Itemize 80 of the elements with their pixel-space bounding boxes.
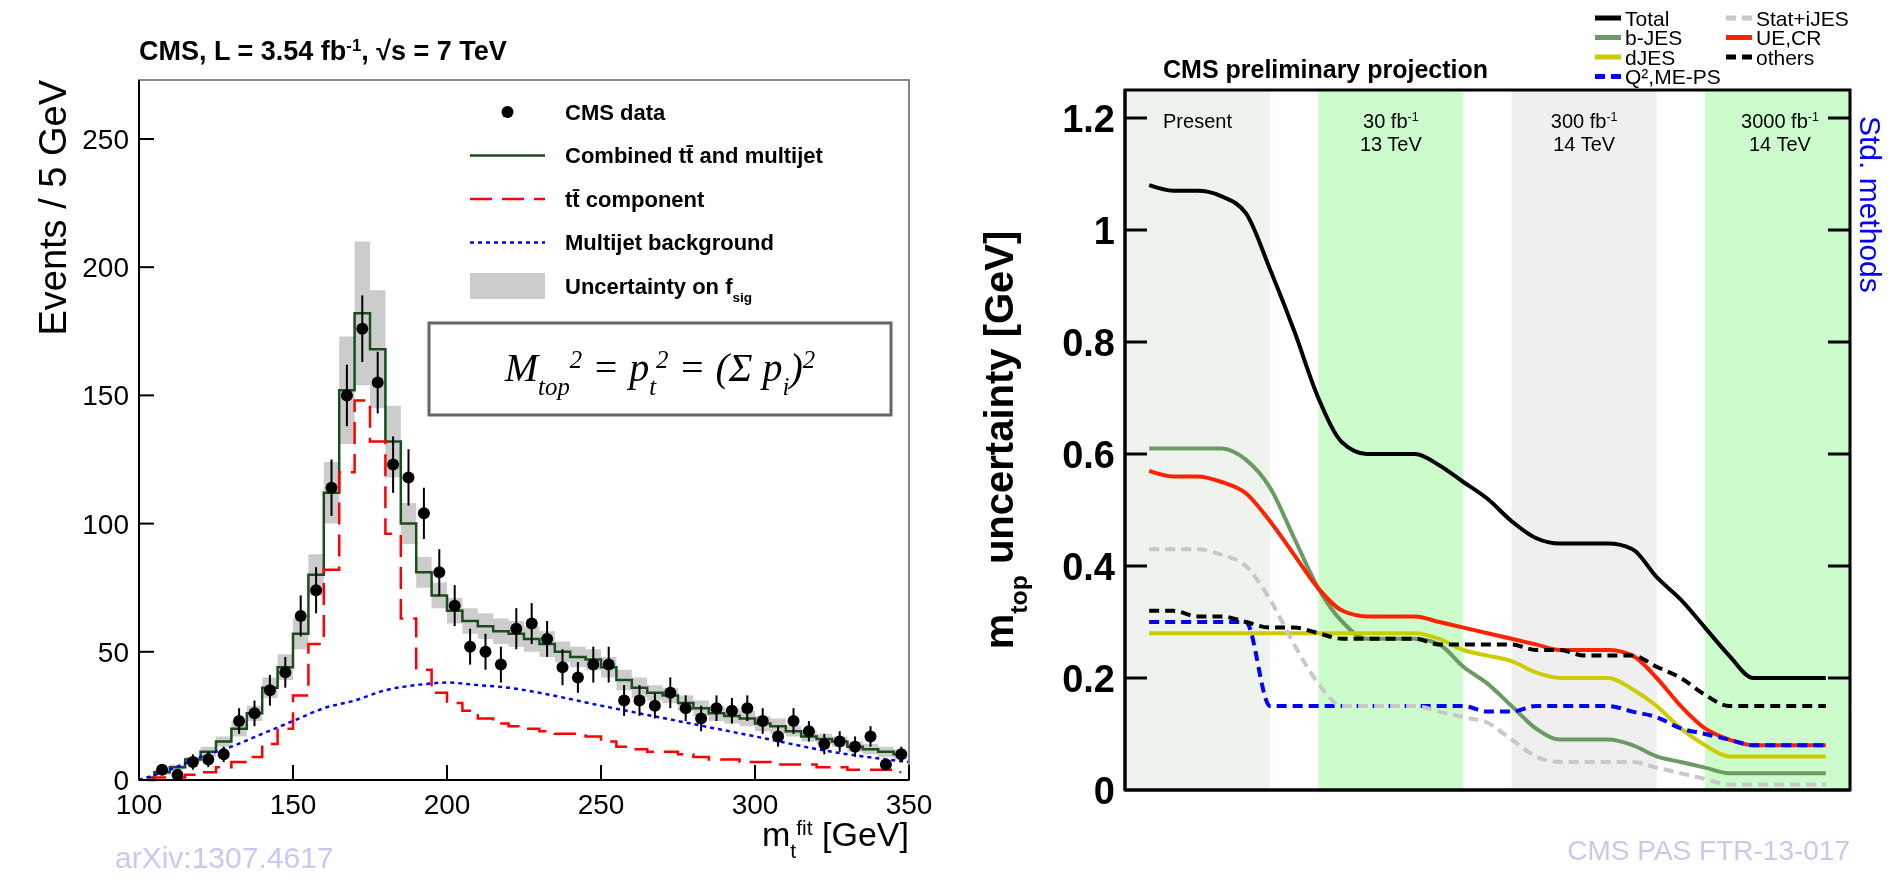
point bbox=[510, 622, 523, 635]
y-tick-label: 1.2 bbox=[1062, 97, 1115, 140]
point bbox=[202, 753, 215, 766]
point bbox=[233, 715, 246, 728]
point bbox=[156, 763, 169, 776]
legend-label: Combined tt̄ and multijet bbox=[565, 143, 824, 169]
point bbox=[356, 322, 369, 335]
point bbox=[248, 707, 261, 720]
y-tick-label: 50 bbox=[97, 636, 129, 668]
point bbox=[633, 694, 646, 707]
annotation: 300 fb$^{-1}$ 14 TeV bbox=[1550, 110, 1618, 155]
point bbox=[387, 458, 400, 471]
legend-label: Multijet background bbox=[565, 230, 774, 256]
point bbox=[833, 735, 846, 748]
point bbox=[648, 699, 661, 712]
point bbox=[186, 756, 199, 769]
legend-label: CMS data bbox=[565, 99, 666, 125]
point bbox=[725, 704, 738, 717]
point bbox=[279, 666, 292, 679]
text: M$_{top}$$^{2}$ = p$_{t}$$^{2}$ = (Σ p$_{i}$)$^{2}$ bbox=[504, 345, 816, 400]
x-tick-label: 250 bbox=[577, 789, 625, 820]
point bbox=[525, 617, 538, 630]
x-tick-label: 200 bbox=[423, 789, 471, 820]
point bbox=[402, 471, 415, 484]
y-tick-label: 0.4 bbox=[1062, 545, 1115, 588]
point bbox=[618, 694, 631, 707]
annotation: 3000 fb$^{-1}$ 14 TeV bbox=[1741, 110, 1819, 155]
point bbox=[802, 725, 815, 738]
y-tick-label: 0.2 bbox=[1062, 657, 1115, 700]
point bbox=[371, 376, 384, 389]
y-tick-label: 0.8 bbox=[1062, 321, 1115, 364]
point bbox=[340, 389, 353, 402]
y-tick-label: 150 bbox=[82, 380, 129, 412]
point bbox=[772, 730, 785, 743]
point bbox=[756, 715, 769, 728]
y-tick-label: 0.6 bbox=[1062, 433, 1115, 476]
point bbox=[864, 730, 877, 743]
line-series bbox=[1147, 608, 1828, 708]
text: Std. methods bbox=[1854, 116, 1887, 293]
point bbox=[787, 715, 800, 728]
y-tick-label: 250 bbox=[82, 124, 129, 156]
point bbox=[895, 748, 908, 761]
point bbox=[448, 599, 461, 612]
line-series bbox=[1147, 631, 1828, 759]
point bbox=[710, 702, 723, 715]
point bbox=[263, 684, 276, 697]
point bbox=[602, 658, 615, 671]
point bbox=[479, 645, 492, 658]
point bbox=[818, 738, 831, 751]
point bbox=[695, 712, 708, 725]
x-tick-label: 150 bbox=[269, 789, 317, 820]
chart-title: CMS, L = 3.54 fb$^{-1}$, √s = 7 TeV bbox=[139, 35, 507, 66]
point bbox=[433, 566, 446, 579]
point bbox=[849, 740, 862, 753]
point bbox=[571, 671, 584, 684]
point bbox=[664, 686, 677, 699]
point bbox=[325, 481, 338, 494]
point bbox=[417, 507, 430, 520]
y-tick-label: 1 bbox=[1093, 209, 1115, 252]
annotation: 30 fb$^{-1}$ 13 TeV bbox=[1359, 110, 1423, 155]
y-tick-label: 200 bbox=[82, 252, 129, 284]
y-axis-title: Events / 5 GeV bbox=[32, 79, 74, 336]
point bbox=[464, 640, 477, 653]
point bbox=[541, 632, 554, 645]
point bbox=[587, 658, 600, 671]
line-series bbox=[1147, 547, 1828, 787]
point bbox=[679, 702, 692, 715]
legend-label: tt̄ component bbox=[565, 186, 705, 212]
y-tick-label: 0 bbox=[1093, 769, 1115, 812]
point bbox=[294, 609, 307, 622]
y-tick-label: 100 bbox=[82, 508, 129, 540]
annotation: Uncertainty on f$_{sig}$ bbox=[565, 273, 753, 305]
point bbox=[741, 702, 754, 715]
point bbox=[494, 658, 507, 671]
point bbox=[879, 758, 892, 771]
point bbox=[310, 584, 323, 597]
chart-title: CMS preliminary projection bbox=[1163, 55, 1489, 83]
point bbox=[556, 661, 569, 674]
annotation: Present bbox=[1163, 110, 1233, 132]
point bbox=[217, 748, 230, 761]
